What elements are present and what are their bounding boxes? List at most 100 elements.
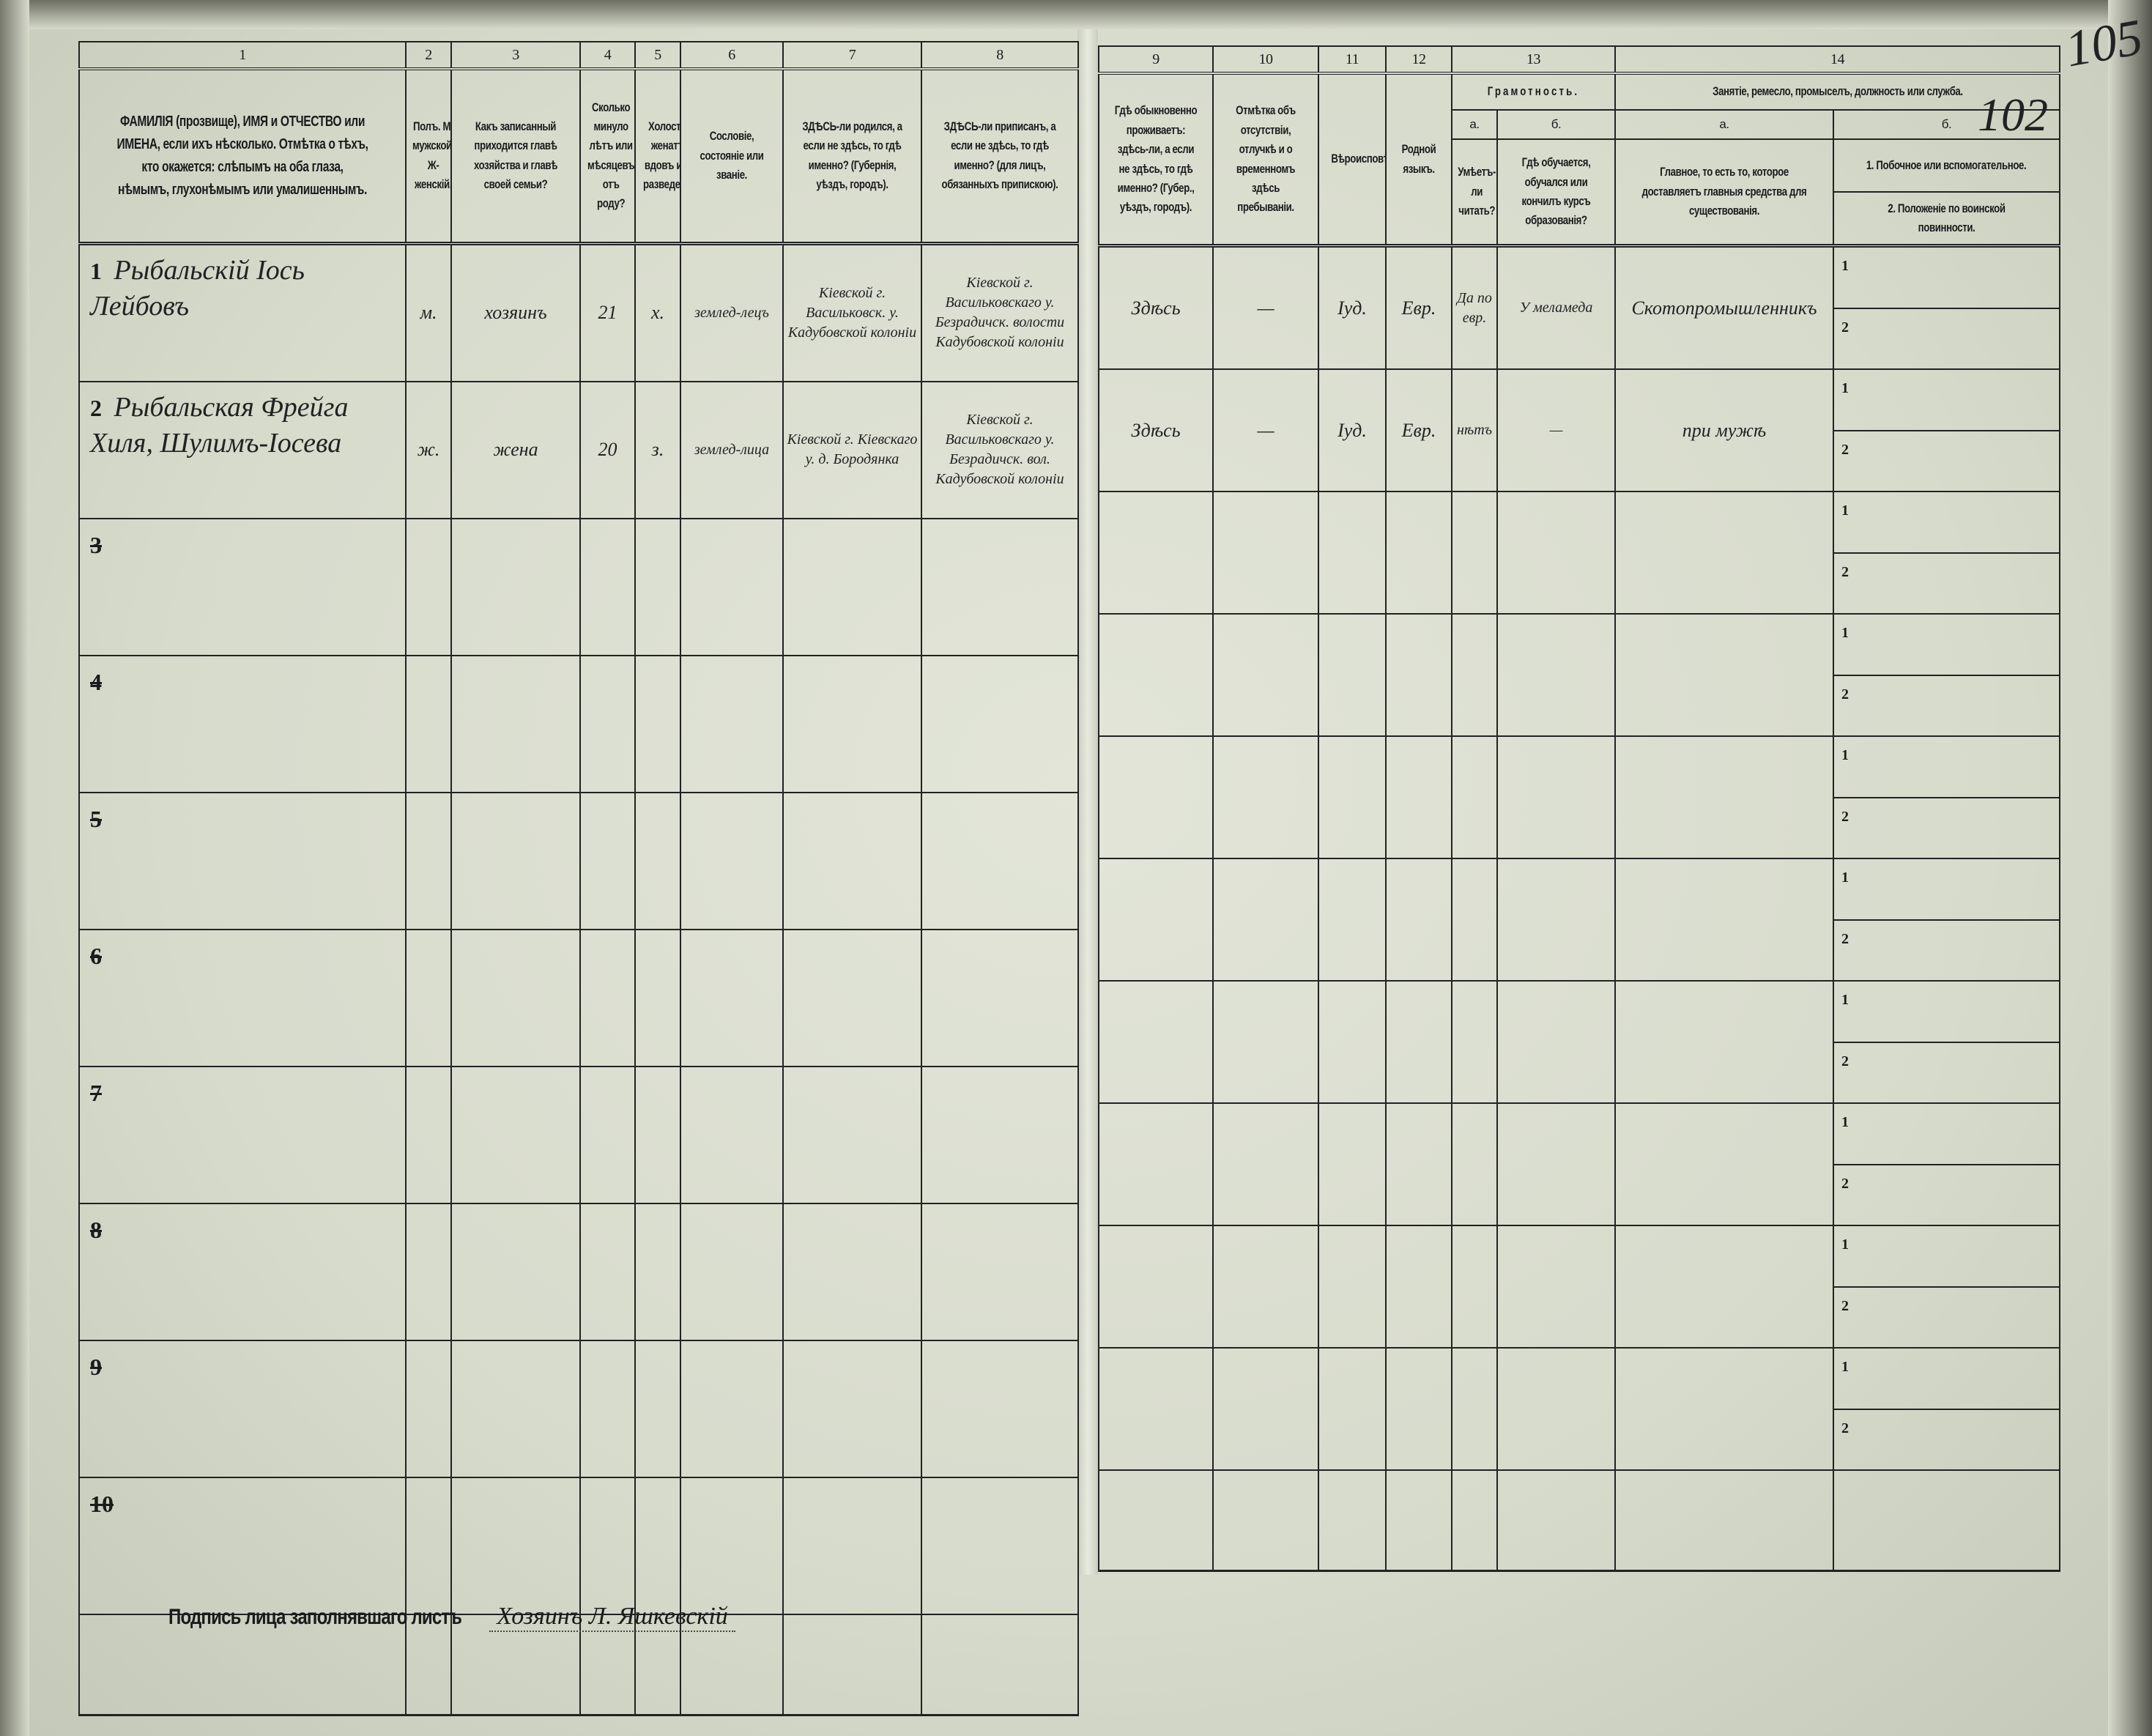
cell-religion[interactable] [1318,1225,1387,1349]
cell-side-occupation[interactable]: 1 2 [1833,491,2060,615]
cell-age[interactable] [579,791,636,930]
cell-religion[interactable] [1318,613,1387,737]
cell-relation[interactable] [450,517,581,656]
cell-education[interactable]: У меламеда [1496,245,1616,370]
side-occupation-slot[interactable]: 1 [1835,982,2058,1043]
cell-side-occupation[interactable]: 1 2 [1833,368,2060,492]
cell-education[interactable] [1496,1102,1616,1226]
cell-residence[interactable] [1098,1102,1214,1226]
cell-can-read[interactable] [1451,613,1498,737]
cell-language[interactable] [1385,735,1452,859]
cell-can-read[interactable] [1451,735,1498,859]
cell-side-occupation[interactable]: 1 2 [1833,245,2060,370]
cell-birthplace[interactable] [782,791,922,930]
cell-age[interactable] [579,1202,636,1341]
cell-absence[interactable] [1212,613,1319,737]
cell-can-read[interactable] [1451,1102,1498,1226]
cell-main-occupation[interactable]: Скотопромышленникъ [1614,245,1834,370]
cell-relation[interactable]: хозяинъ [450,242,581,382]
cell-birthplace[interactable] [782,928,922,1067]
military-status-slot[interactable]: 2 [1835,1043,2058,1102]
cell-main-occupation[interactable] [1614,1347,1834,1471]
cell-main-occupation[interactable] [1614,980,1834,1104]
cell-can-read[interactable] [1451,1225,1498,1349]
side-occupation-slot[interactable]: 1 [1835,493,2058,554]
cell-language[interactable]: Евр. [1385,245,1452,370]
cell-absence[interactable] [1212,491,1319,615]
military-status-slot[interactable]: 2 [1835,1288,2058,1347]
cell-absence[interactable] [1212,1102,1319,1226]
cell-age[interactable] [579,1476,636,1615]
cell-education[interactable] [1496,858,1616,982]
cell-main-occupation[interactable] [1614,1102,1834,1226]
cell-language[interactable] [1385,1225,1452,1349]
cell-sex[interactable] [405,791,452,930]
cell-registered[interactable] [921,791,1079,930]
cell-absence[interactable] [1212,735,1319,859]
cell-marital[interactable]: х. [634,242,681,382]
cell-name[interactable]: 4 [78,654,407,793]
cell-registered[interactable] [921,928,1079,1067]
cell-birthplace[interactable]: Кіевской г. Кіевскаго у. д. Бородянка [782,380,922,519]
cell-education[interactable] [1496,491,1616,615]
cell-side-occupation[interactable]: 1 2 [1833,1347,2060,1471]
cell-language[interactable] [1385,980,1452,1104]
cell-birthplace[interactable] [782,517,922,656]
cell-residence[interactable] [1098,980,1214,1104]
cell-estate[interactable] [680,1476,784,1615]
cell-name[interactable]: 9 [78,1339,407,1478]
cell-registered[interactable] [921,1339,1079,1478]
cell-absence[interactable] [1212,1225,1319,1349]
cell-estate[interactable] [680,1339,784,1478]
military-status-slot[interactable]: 2 [1835,798,2058,858]
cell-residence[interactable]: Здѣсь [1098,368,1214,492]
cell-age[interactable]: 21 [579,242,636,382]
cell-birthplace[interactable] [782,654,922,793]
cell-age[interactable] [579,654,636,793]
cell-relation[interactable] [450,1202,581,1341]
side-occupation-slot[interactable]: 1 [1835,1349,2058,1410]
cell-marital[interactable] [634,517,681,656]
cell-birthplace[interactable] [782,1476,922,1615]
cell-marital[interactable] [634,928,681,1067]
cell-name[interactable]: 2 Рыбальская Фрейга Хиля, Шулимъ-Іосева [78,380,407,519]
cell-side-occupation[interactable]: 1 2 [1833,613,2060,737]
cell-residence[interactable] [1098,735,1214,859]
cell-can-read[interactable] [1451,980,1498,1104]
cell-education[interactable] [1496,980,1616,1104]
cell-residence[interactable] [1098,858,1214,982]
cell-estate[interactable] [680,1202,784,1341]
cell-estate[interactable] [680,928,784,1067]
cell-marital[interactable] [634,791,681,930]
cell-can-read[interactable] [1451,1347,1498,1471]
cell-relation[interactable] [450,1065,581,1204]
cell-absence[interactable]: — [1212,368,1319,492]
side-occupation-slot[interactable]: 1 [1835,1105,2058,1165]
cell-residence[interactable]: Здѣсь [1098,245,1214,370]
cell-age[interactable] [579,1339,636,1478]
cell-estate[interactable] [680,791,784,930]
cell-religion[interactable] [1318,1347,1387,1471]
cell-residence[interactable] [1098,491,1214,615]
cell-registered[interactable]: Кіевской г. Васильковскаго у. Безрадичск… [921,380,1079,519]
cell-absence[interactable] [1212,980,1319,1104]
side-occupation-slot[interactable]: 1 [1835,371,2058,431]
cell-birthplace[interactable] [782,1202,922,1341]
cell-sex[interactable] [405,928,452,1067]
cell-sex[interactable] [405,1065,452,1204]
cell-language[interactable] [1385,613,1452,737]
cell-education[interactable] [1496,1225,1616,1349]
cell-relation[interactable] [450,654,581,793]
cell-relation[interactable]: жена [450,380,581,519]
side-occupation-slot[interactable]: 1 [1835,738,2058,798]
military-status-slot[interactable]: 2 [1835,309,2058,368]
cell-marital[interactable] [634,654,681,793]
cell-relation[interactable] [450,1339,581,1478]
cell-language[interactable] [1385,858,1452,982]
cell-birthplace[interactable] [782,1065,922,1204]
cell-religion[interactable] [1318,858,1387,982]
cell-registered[interactable] [921,517,1079,656]
cell-language[interactable] [1385,1102,1452,1226]
cell-relation[interactable] [450,791,581,930]
cell-estate[interactable] [680,654,784,793]
